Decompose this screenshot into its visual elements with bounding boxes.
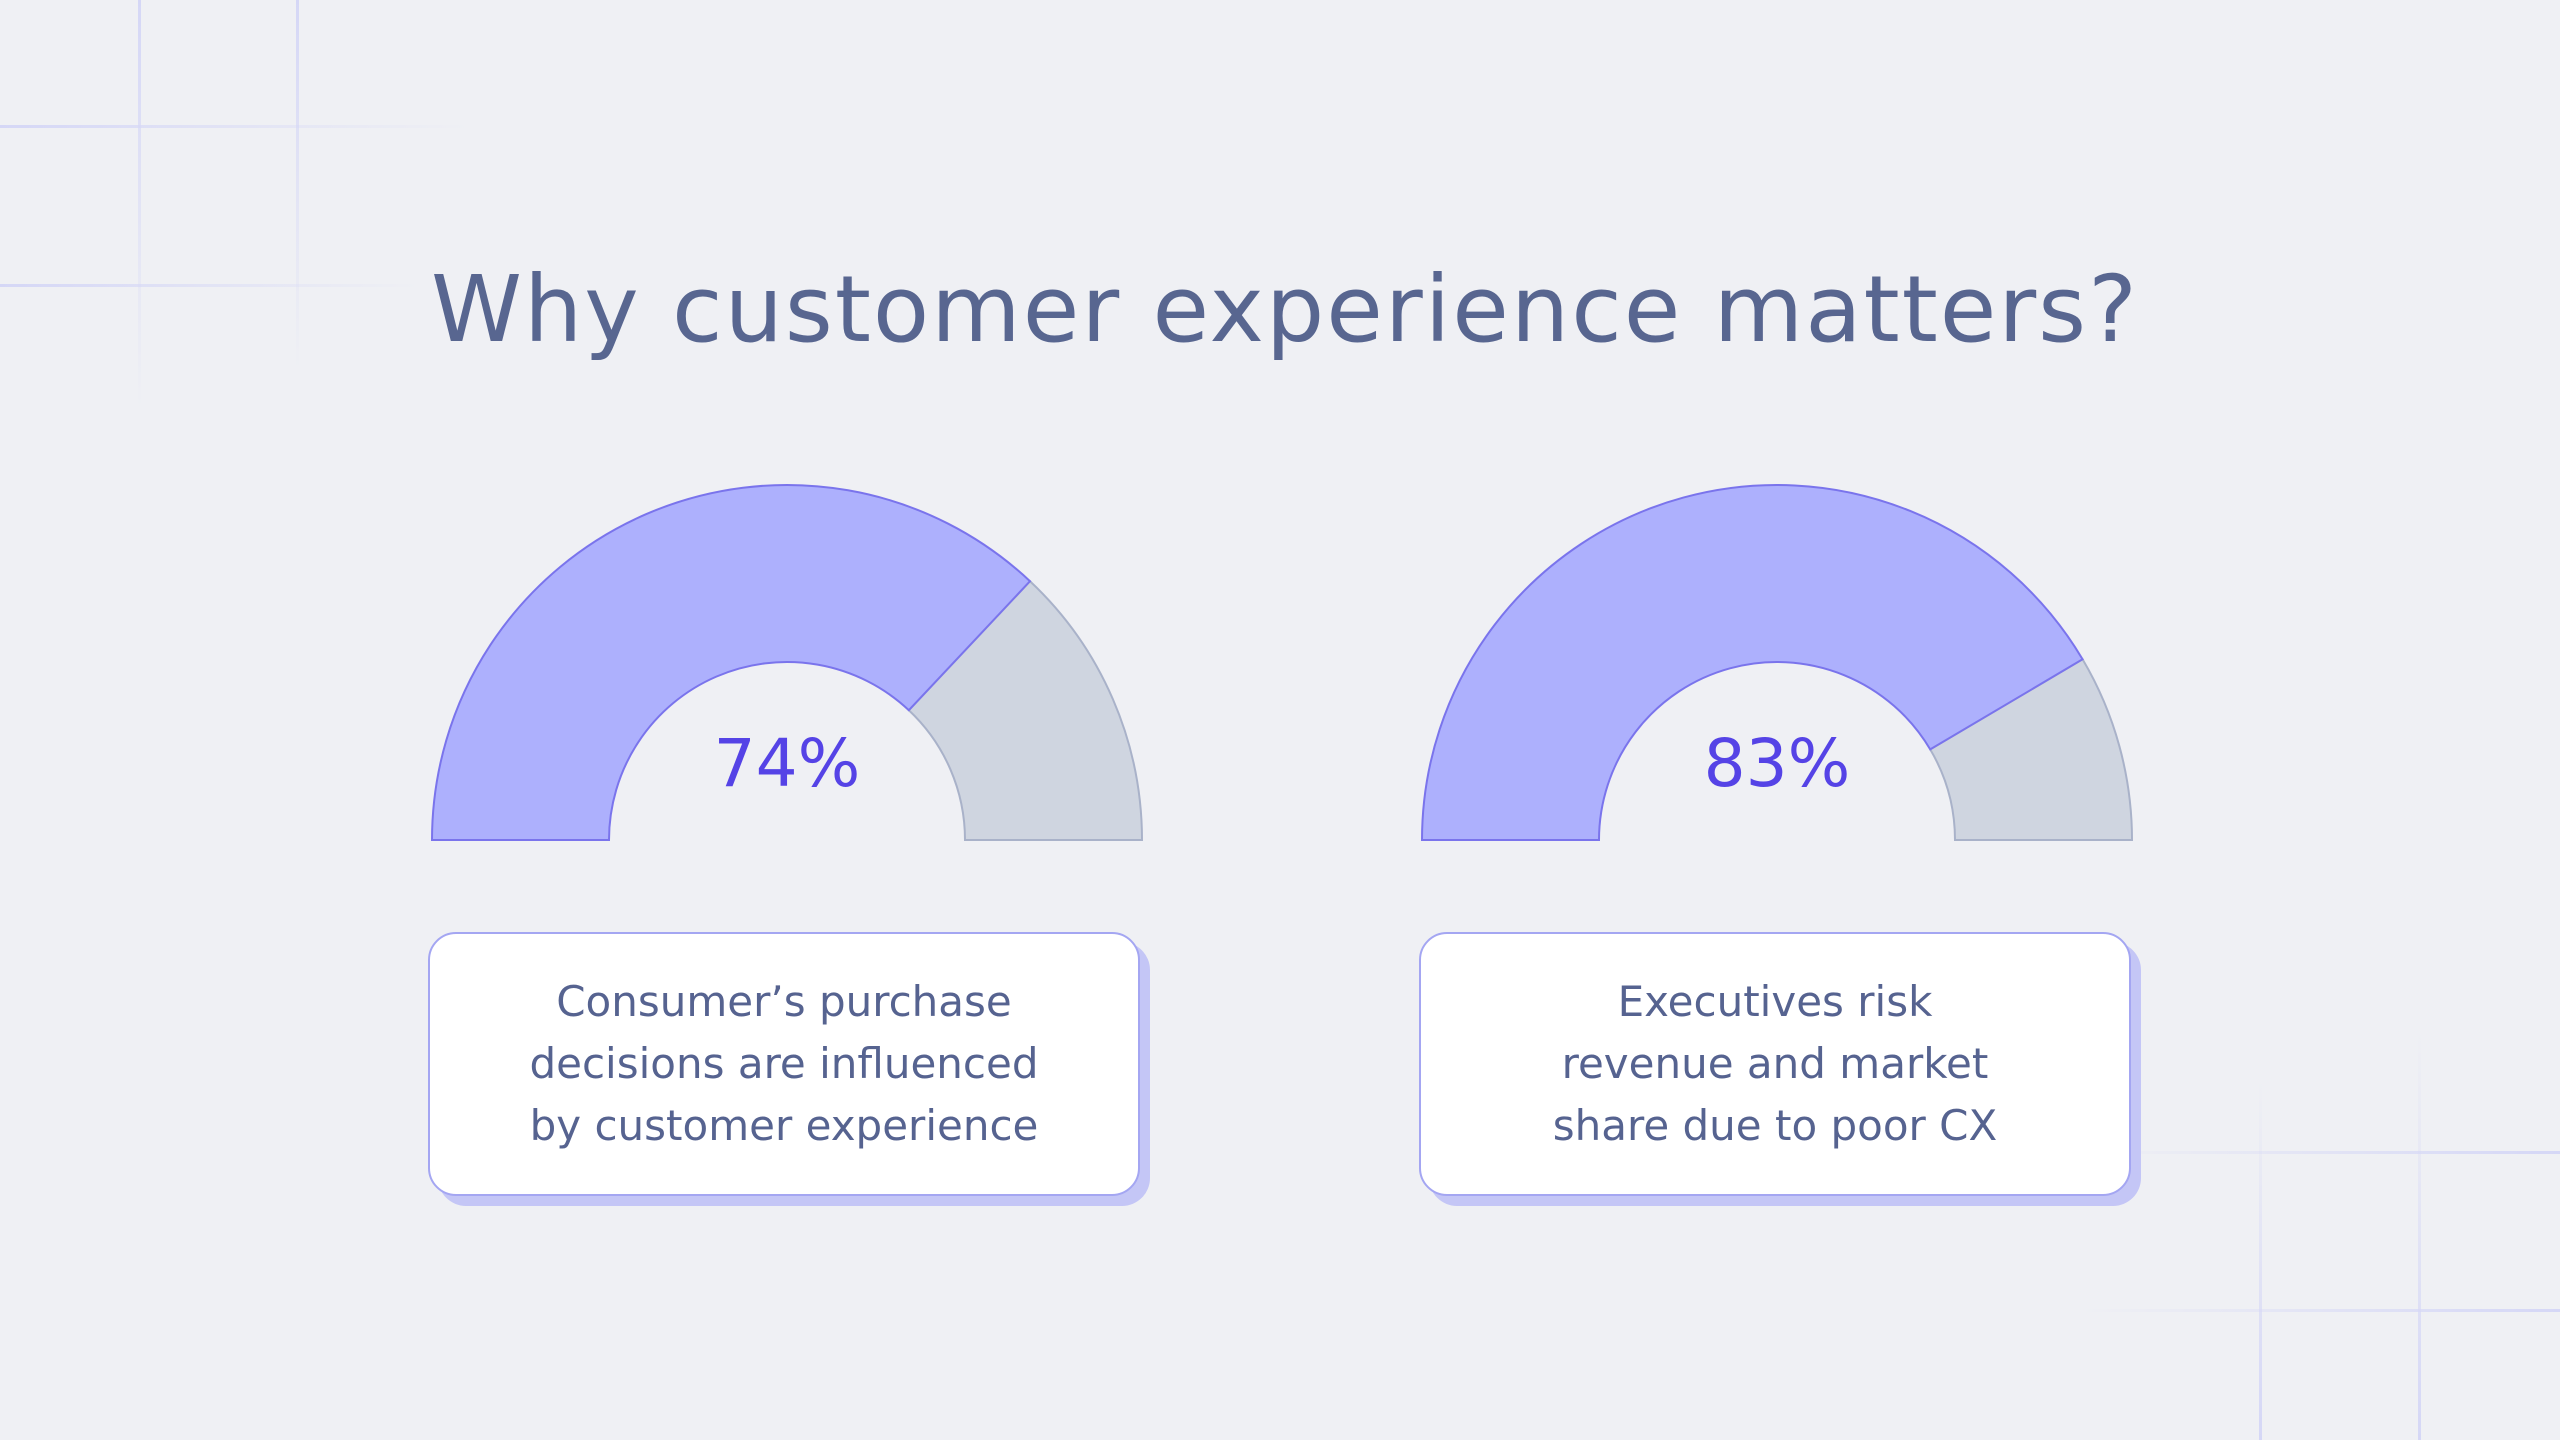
card-body: Consumer’s purchase decisions are influe… xyxy=(428,932,1140,1196)
caption-card-consumer-purchase: Consumer’s purchase decisions are influe… xyxy=(428,932,1150,1206)
card-body: Executives risk revenue and market share… xyxy=(1419,932,2131,1196)
gauge-svg xyxy=(1420,484,2134,841)
gauge-value-label: 83% xyxy=(1703,725,1851,802)
caption-card-executives-risk: Executives risk revenue and market share… xyxy=(1419,932,2141,1206)
gauge-value-label: 74% xyxy=(713,725,861,802)
card-caption-text: Consumer’s purchase decisions are influe… xyxy=(529,977,1039,1150)
gauge-svg xyxy=(430,484,1144,841)
gauge-chart-executives-risk: 83% xyxy=(1417,484,2137,844)
page-title: Why customer experience matters? xyxy=(431,256,2139,363)
gauge-remainder-arc xyxy=(1928,657,2134,841)
gauge-filled-arc xyxy=(430,484,1032,841)
card-caption-text: Executives risk revenue and market share… xyxy=(1552,977,1998,1150)
gauge-filled-arc xyxy=(1420,484,2084,841)
gauge-chart-consumer-purchase: 74% xyxy=(427,484,1147,844)
gauge-remainder-arc xyxy=(907,579,1144,841)
